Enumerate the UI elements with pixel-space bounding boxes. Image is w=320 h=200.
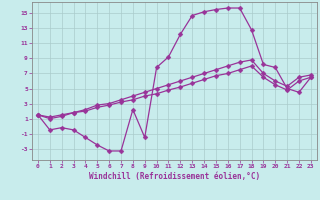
X-axis label: Windchill (Refroidissement éolien,°C): Windchill (Refroidissement éolien,°C) (89, 172, 260, 181)
